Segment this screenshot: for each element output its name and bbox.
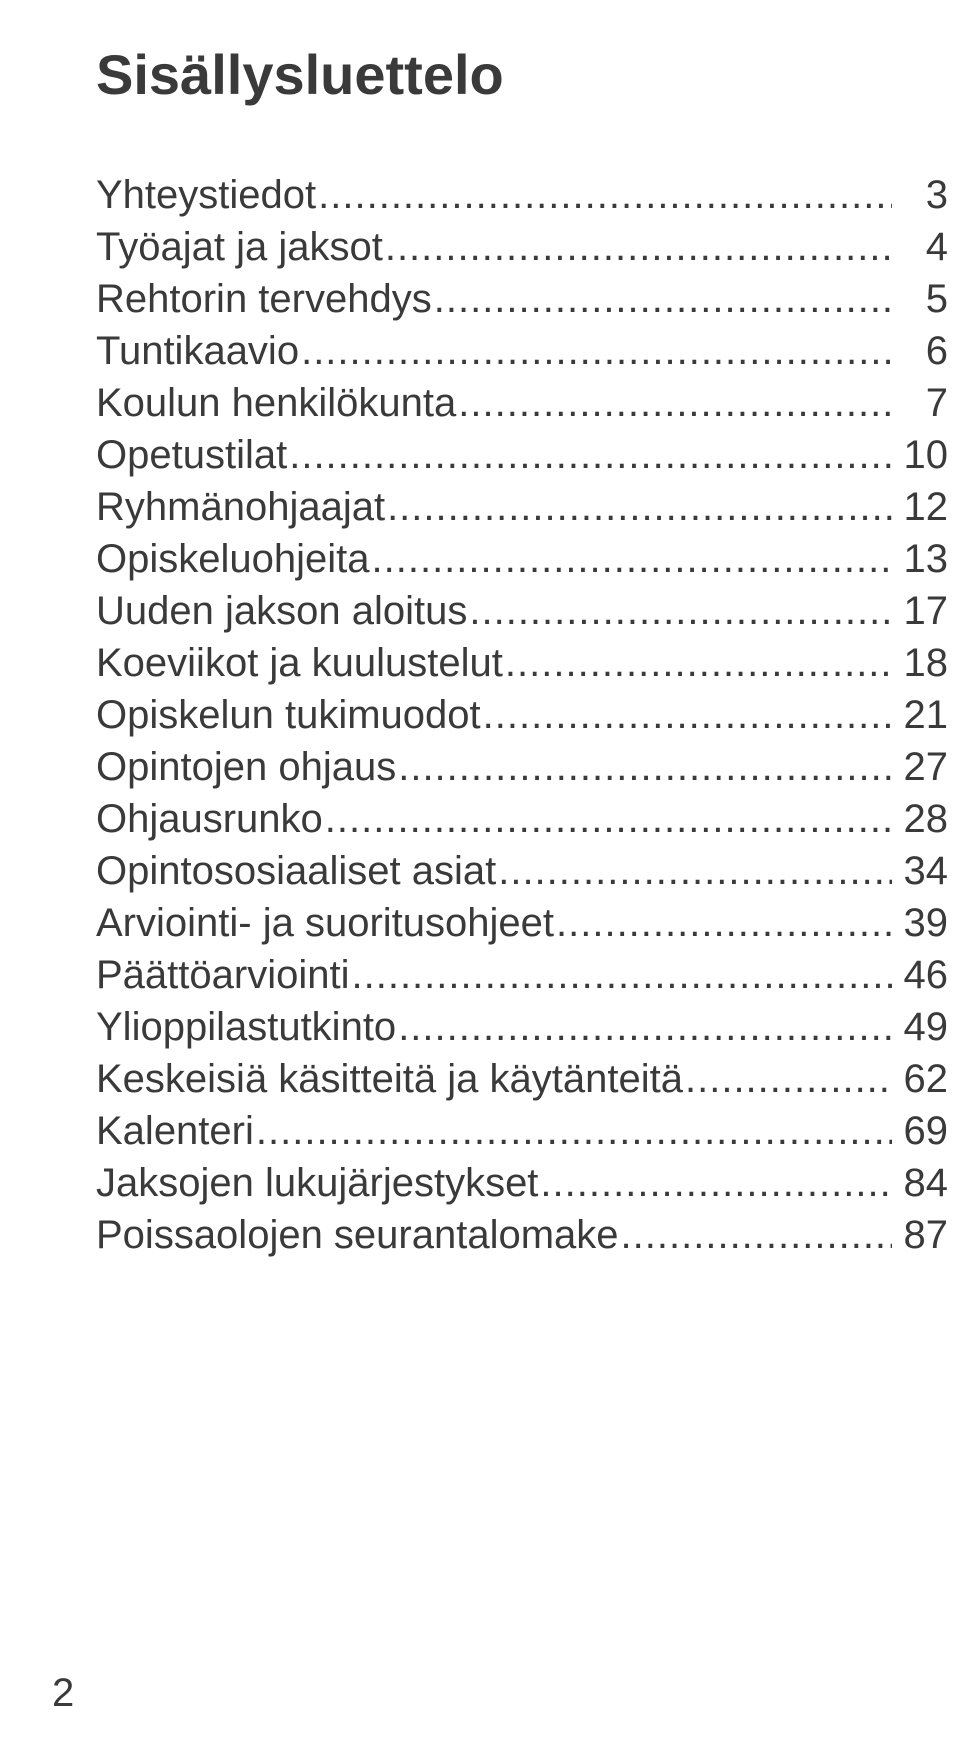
toc-label: Yhteystiedot — [96, 169, 316, 221]
toc-leader: ........................................… — [496, 845, 892, 897]
toc-row: Arviointi- ja suoritusohjeet............… — [96, 897, 948, 949]
toc-label: Opintojen ohjaus — [96, 741, 396, 793]
toc-leader: ........................................… — [432, 273, 892, 325]
toc-leader: ........................................… — [683, 1053, 892, 1105]
toc-page-number: 7 — [892, 377, 948, 429]
toc-leader: ........................................… — [467, 585, 892, 637]
toc-page-number: 46 — [892, 949, 948, 1001]
toc-leader: ........................................… — [456, 377, 892, 429]
toc-page-number: 18 — [892, 637, 948, 689]
page-container: Sisällysluettelo Yhteystiedot...........… — [0, 42, 960, 1261]
footer-page-number: 2 — [52, 1671, 74, 1716]
toc-page-number: 12 — [892, 481, 948, 533]
toc-label: Arviointi- ja suoritusohjeet — [96, 897, 554, 949]
toc-page-number: 49 — [892, 1001, 948, 1053]
toc-row: Opiskelun tukimuodot....................… — [96, 689, 948, 741]
toc-label: Opetustilat — [96, 429, 287, 481]
toc-row: Työajat ja jaksot.......................… — [96, 221, 948, 273]
toc-leader: ........................................… — [538, 1157, 892, 1209]
toc-row: Uuden jakson aloitus....................… — [96, 585, 948, 637]
toc-label: Koulun henkilökunta — [96, 377, 456, 429]
toc-page-number: 10 — [892, 429, 948, 481]
toc-label: Tuntikaavio — [96, 325, 299, 377]
toc-page-number: 84 — [892, 1157, 948, 1209]
toc-page-number: 69 — [892, 1105, 948, 1157]
toc-row: Rehtorin tervehdys......................… — [96, 273, 948, 325]
toc-leader: ........................................… — [299, 325, 892, 377]
toc-page-number: 87 — [892, 1209, 948, 1261]
toc-row: Koeviikot ja kuulustelut................… — [96, 637, 948, 689]
toc-row: Yhteystiedot............................… — [96, 169, 948, 221]
toc-page-number: 17 — [892, 585, 948, 637]
toc-page-number: 21 — [892, 689, 948, 741]
toc-label: Työajat ja jaksot — [96, 221, 383, 273]
toc-row: Päättöarviointi.........................… — [96, 949, 948, 1001]
toc-row: Opintososiaaliset asiat.................… — [96, 845, 948, 897]
toc-label: Kalenteri — [96, 1105, 254, 1157]
toc-label: Ylioppilastutkinto — [96, 1001, 396, 1053]
toc-leader: ........................................… — [349, 949, 892, 1001]
page-title: Sisällysluettelo — [96, 42, 948, 107]
toc-page-number: 62 — [892, 1053, 948, 1105]
toc-label: Poissaolojen seurantalomake — [96, 1209, 619, 1261]
toc-row: Jaksojen lukujärjestykset...............… — [96, 1157, 948, 1209]
toc-row: Ylioppilastutkinto......................… — [96, 1001, 948, 1053]
toc-row: Ohjausrunko.............................… — [96, 793, 948, 845]
toc-leader: ........................................… — [554, 897, 892, 949]
toc-label: Ohjausrunko — [96, 793, 323, 845]
toc-leader: ........................................… — [316, 169, 892, 221]
toc-row: Opetustilat.............................… — [96, 429, 948, 481]
toc-page-number: 5 — [892, 273, 948, 325]
toc-page-number: 27 — [892, 741, 948, 793]
toc-leader: ........................................… — [619, 1209, 892, 1261]
toc-leader: ........................................… — [385, 481, 892, 533]
toc-label: Opiskelun tukimuodot — [96, 689, 481, 741]
toc-label: Uuden jakson aloitus — [96, 585, 467, 637]
toc-leader: ........................................… — [481, 689, 892, 741]
toc-page-number: 6 — [892, 325, 948, 377]
toc-page-number: 28 — [892, 793, 948, 845]
toc-page-number: 4 — [892, 221, 948, 273]
toc-label: Keskeisiä käsitteitä ja käytänteitä — [96, 1053, 683, 1105]
toc-label: Jaksojen lukujärjestykset — [96, 1157, 538, 1209]
toc-leader: ........................................… — [503, 637, 892, 689]
toc-leader: ........................................… — [254, 1105, 892, 1157]
toc-row: Tuntikaavio.............................… — [96, 325, 948, 377]
toc-row: Ryhmänohjaajat..........................… — [96, 481, 948, 533]
toc-label: Ryhmänohjaajat — [96, 481, 385, 533]
toc-leader: ........................................… — [383, 221, 892, 273]
toc-leader: ........................................… — [396, 741, 892, 793]
toc-leader: ........................................… — [287, 429, 892, 481]
toc-row: Koulun henkilökunta.....................… — [96, 377, 948, 429]
toc-row: Keskeisiä käsitteitä ja käytänteitä.....… — [96, 1053, 948, 1105]
table-of-contents: Yhteystiedot............................… — [96, 169, 948, 1261]
toc-page-number: 39 — [892, 897, 948, 949]
toc-row: Opiskeluohjeita.........................… — [96, 533, 948, 585]
toc-page-number: 3 — [892, 169, 948, 221]
toc-label: Päättöarviointi — [96, 949, 349, 1001]
toc-leader: ........................................… — [323, 793, 892, 845]
toc-row: Kalenteri...............................… — [96, 1105, 948, 1157]
toc-page-number: 34 — [892, 845, 948, 897]
toc-label: Rehtorin tervehdys — [96, 273, 432, 325]
toc-row: Poissaolojen seurantalomake.............… — [96, 1209, 948, 1261]
toc-leader: ........................................… — [370, 533, 893, 585]
toc-label: Opiskeluohjeita — [96, 533, 370, 585]
toc-page-number: 13 — [892, 533, 948, 585]
toc-leader: ........................................… — [396, 1001, 892, 1053]
toc-label: Koeviikot ja kuulustelut — [96, 637, 503, 689]
toc-row: Opintojen ohjaus........................… — [96, 741, 948, 793]
toc-label: Opintososiaaliset asiat — [96, 845, 496, 897]
